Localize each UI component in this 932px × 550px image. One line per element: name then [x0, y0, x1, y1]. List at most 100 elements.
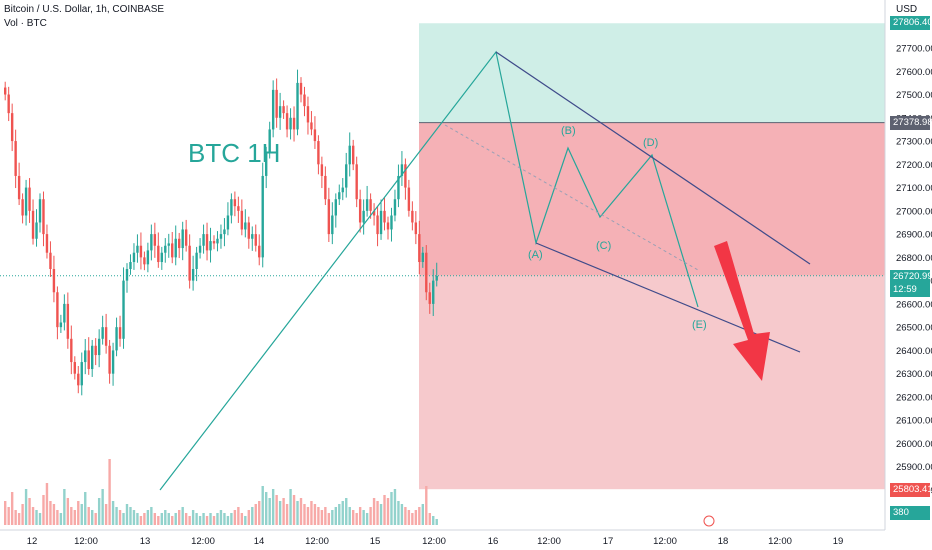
candle-body — [111, 350, 115, 374]
volume-bar — [355, 513, 358, 525]
volume-bar — [7, 507, 10, 525]
candle-body — [338, 192, 341, 200]
chart-annotation-title: BTC 1H — [188, 138, 281, 168]
candle-body — [7, 94, 10, 114]
projection-line — [444, 124, 699, 271]
candle-body — [432, 280, 435, 304]
volume-bar — [70, 507, 73, 525]
volume-bar — [404, 507, 407, 525]
candle-body — [188, 245, 191, 281]
candle-body — [212, 241, 216, 244]
candle-body — [299, 82, 303, 95]
volume-bar — [125, 504, 129, 525]
candle-body — [49, 252, 52, 269]
volume-bar — [184, 513, 188, 525]
candle-body — [122, 280, 125, 339]
candle-body — [80, 362, 83, 386]
candle-body — [202, 234, 205, 246]
candle-body — [143, 257, 146, 265]
volume-bar — [191, 510, 195, 525]
candle-body — [17, 175, 21, 200]
volume-bar — [376, 501, 379, 525]
candle-body — [362, 210, 365, 223]
price-axis-unit: USD — [896, 4, 918, 15]
volume-bar — [233, 510, 237, 525]
candle-body — [181, 229, 184, 249]
time-tick-label: 17 — [603, 536, 614, 547]
volume-bar — [237, 507, 240, 525]
time-tick-label: 16 — [488, 536, 499, 547]
candle-body — [157, 245, 160, 263]
volume-bar — [146, 510, 150, 525]
candle-body — [73, 362, 76, 374]
candle-body — [435, 275, 438, 281]
candle-body — [70, 338, 73, 363]
candle-body — [418, 234, 421, 263]
candle-body — [292, 117, 296, 130]
price-tick-label: 25900.00 — [896, 462, 932, 473]
volume-bar — [428, 513, 431, 525]
volume-bar — [38, 513, 42, 525]
candle-body — [320, 164, 324, 176]
candle-body — [150, 234, 153, 251]
time-tick-label: 12:00 — [537, 536, 561, 547]
candle-body — [372, 210, 376, 216]
candle-body — [125, 269, 129, 281]
time-tick-label: 14 — [254, 536, 265, 547]
volume-bar — [52, 504, 56, 525]
candle-body — [352, 145, 355, 165]
candle-body — [198, 245, 202, 253]
volume-bar — [157, 516, 160, 525]
candle-body — [38, 199, 42, 223]
time-tick-label: 12:00 — [422, 536, 446, 547]
volume-bar — [282, 498, 285, 525]
candle-body — [174, 238, 177, 258]
candle-body — [216, 238, 219, 244]
volume-bar — [202, 513, 205, 525]
candle-body — [209, 241, 212, 251]
volume-bar — [338, 504, 341, 525]
symbol-title: Bitcoin / U.S. Dollar, 1h, COINBASE — [4, 4, 165, 15]
candle-body — [59, 322, 63, 328]
candle-body — [101, 327, 104, 339]
volume-bar — [171, 516, 174, 525]
wave-label-e: (E) — [692, 319, 707, 331]
volume-bar — [35, 510, 38, 525]
volume-bar — [108, 459, 111, 525]
volume-bar — [432, 516, 435, 525]
wave-label-c: (C) — [596, 240, 612, 252]
volume-bar — [278, 501, 282, 525]
candle-body — [383, 210, 386, 223]
time-tick-label: 19 — [833, 536, 844, 547]
volume-bar — [223, 513, 226, 525]
volume-bar — [164, 510, 167, 525]
candle-body — [407, 187, 411, 211]
volume-bar — [28, 498, 31, 525]
candle-body — [331, 215, 334, 235]
volume-bar — [230, 513, 233, 525]
volume-bar — [261, 486, 264, 525]
price-tick-label: 26600.00 — [896, 299, 932, 310]
candle-body — [421, 252, 424, 263]
candle-body — [369, 199, 372, 211]
volume-bar — [379, 504, 383, 525]
candle-body — [14, 141, 17, 176]
candle-body — [306, 106, 310, 123]
candle-body — [56, 292, 59, 328]
volume-bar — [251, 507, 254, 525]
volume-bar — [306, 507, 310, 525]
volume-bar — [425, 486, 428, 525]
candle-body — [386, 222, 390, 230]
volume-bar — [216, 513, 219, 525]
volume-bar — [212, 516, 216, 525]
volume-legend: Vol · BTC — [4, 18, 47, 29]
volume-bar — [66, 498, 70, 525]
candle-body — [341, 187, 344, 193]
volume-bar — [14, 510, 17, 525]
candle-body — [275, 89, 278, 118]
price-tick-label: 26100.00 — [896, 416, 932, 427]
candle-body — [296, 82, 299, 130]
price-tick-label: 26200.00 — [896, 392, 932, 403]
candle-body — [66, 303, 70, 339]
